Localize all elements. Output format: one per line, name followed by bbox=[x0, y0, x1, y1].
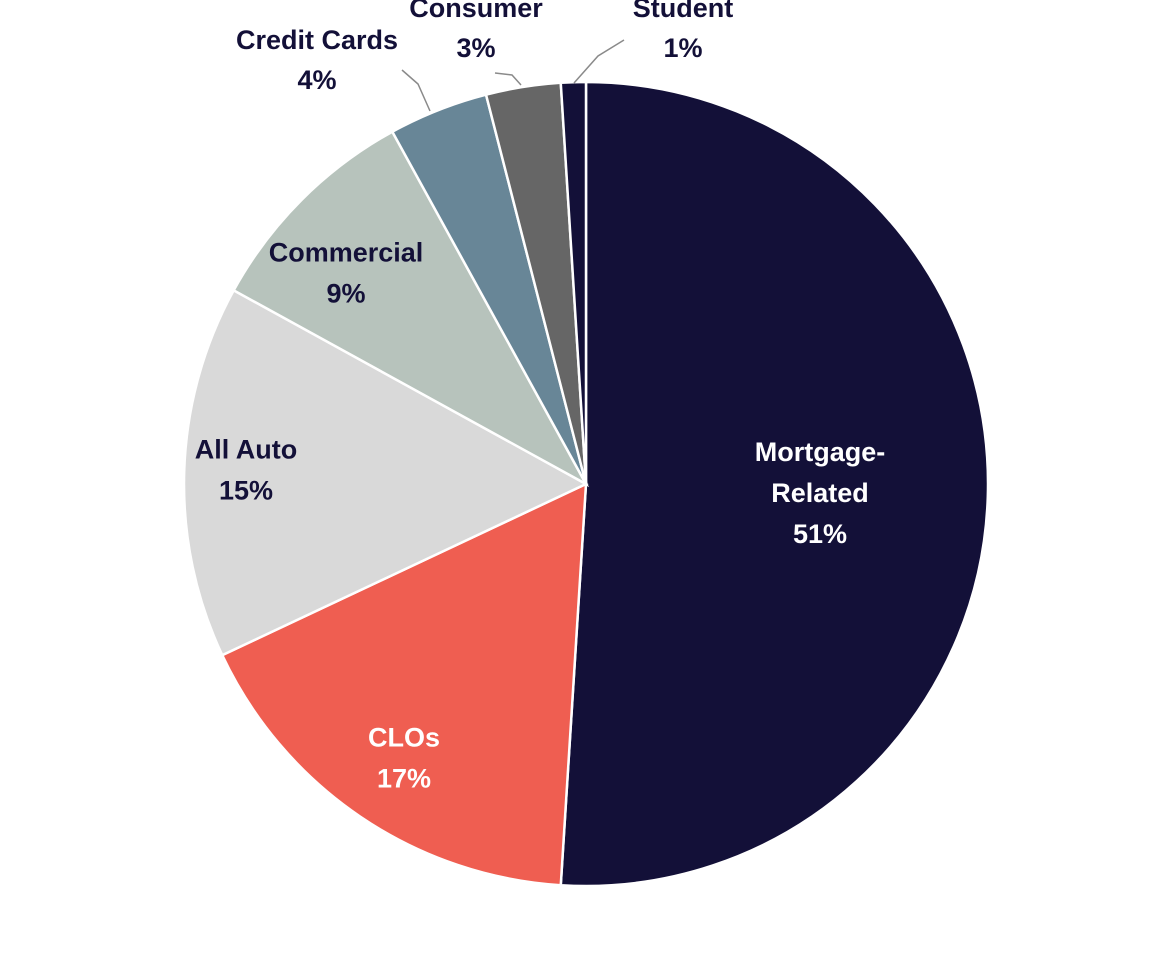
slice-value-label: 1% bbox=[663, 33, 702, 63]
slice-name-label: Student bbox=[633, 0, 734, 23]
slice-name-label: Consumer bbox=[409, 0, 543, 23]
slice-label-credit-cards: Credit Cards 4% bbox=[236, 25, 398, 95]
slice-value-label: 9% bbox=[326, 279, 365, 309]
slice-value-label: 15% bbox=[219, 476, 273, 506]
slice-value-label: 3% bbox=[456, 33, 495, 63]
slice-label-student: Student 1% bbox=[633, 0, 734, 63]
slice-label-commercial: Commercial 9% bbox=[269, 238, 424, 309]
slice-all-auto bbox=[182, 288, 589, 657]
pie-slices bbox=[182, 80, 990, 888]
slice-labels: Mortgage- Related 51% CLOs 17% All Auto 15% Com… bbox=[195, 0, 885, 794]
slice-label-clos: CLOs 17% bbox=[368, 723, 440, 794]
leader-line-student bbox=[573, 39, 625, 84]
slice-name-label: Mortgage- bbox=[755, 437, 886, 467]
leader-lines bbox=[401, 39, 625, 112]
slice-name-label: Commercial bbox=[269, 238, 424, 268]
slice-name-label: Credit Cards bbox=[236, 25, 398, 55]
leader-line-credit-cards bbox=[401, 69, 431, 112]
slice-value-label: 4% bbox=[297, 65, 336, 95]
slice-clos bbox=[220, 481, 588, 887]
slice-student bbox=[559, 80, 588, 485]
slice-name-label: Related bbox=[771, 478, 869, 508]
slice-name-label: CLOs bbox=[368, 723, 440, 753]
slice-value-label: 51% bbox=[793, 519, 847, 549]
slice-mortgage-related bbox=[559, 80, 990, 888]
slice-commercial bbox=[232, 130, 590, 488]
slice-label-all-auto: All Auto 15% bbox=[195, 435, 297, 506]
slice-value-label: 17% bbox=[377, 764, 431, 794]
leader-line-consumer bbox=[494, 72, 522, 86]
slice-label-consumer: Consumer 3% bbox=[409, 0, 543, 63]
slice-label-mortgage-related: Mortgage- Related 51% bbox=[755, 437, 886, 549]
slice-name-label: All Auto bbox=[195, 435, 297, 465]
